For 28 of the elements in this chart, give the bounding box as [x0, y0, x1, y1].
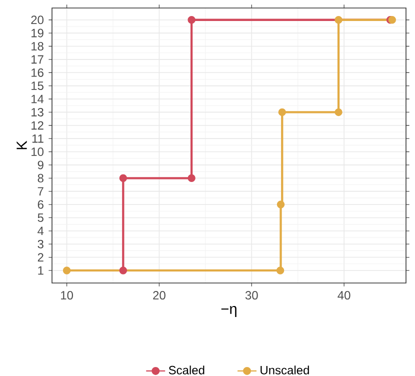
y-tick-label: 15	[32, 82, 44, 90]
y-tick-label: 10	[32, 148, 44, 156]
y-tick-label: 20	[31, 16, 44, 24]
y-tick-label: 3	[38, 240, 44, 248]
y-tick-label: 11	[32, 134, 44, 143]
x-tick-label: 20	[153, 291, 166, 300]
y-axis-title: K	[16, 140, 27, 150]
y-tick-label: 13	[32, 108, 44, 116]
x-tick-label: 40	[338, 291, 350, 300]
y-tick-label: 7	[38, 187, 44, 196]
y-tick-label: 6	[38, 200, 44, 209]
y-tick-label: 1	[38, 266, 44, 275]
y-tick-label: 16	[32, 68, 44, 77]
y-tick-label: 14	[32, 94, 44, 104]
y-tick-label: 5	[38, 214, 44, 222]
y-tick-label: 18	[32, 42, 44, 51]
y-tick-label: 19	[32, 28, 44, 38]
x-tick-label: 10	[61, 291, 73, 300]
y-tick-label: 4	[38, 226, 44, 236]
y-tick-label: 2	[38, 253, 44, 262]
y-tick-label: 8	[38, 174, 44, 182]
legend-label: Scaled	[168, 366, 204, 374]
y-tick-label: 12	[32, 121, 44, 130]
x-tick-label: 30	[245, 291, 258, 300]
y-tick-label: 17	[32, 55, 44, 64]
y-tick-label: 9	[38, 160, 44, 170]
legend-label: Unscaled	[260, 366, 309, 374]
x-axis-title: −η	[221, 306, 236, 317]
